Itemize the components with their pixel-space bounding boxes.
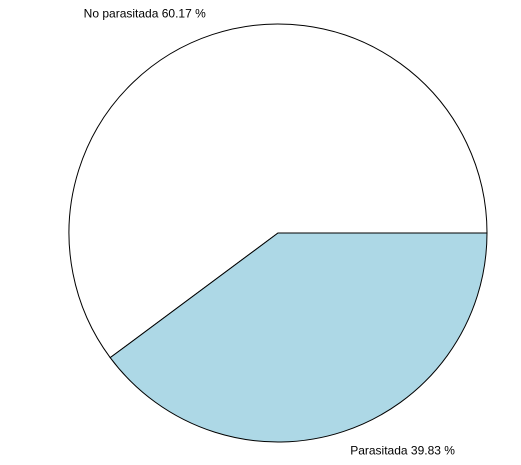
pie-slice <box>68 23 488 359</box>
slice-label: No parasitada 60.17 % <box>84 7 206 21</box>
slice-value-label: 60.17 % <box>162 7 206 21</box>
slice-value-label: 39.83 % <box>411 443 455 457</box>
slice-label: Parasitada 39.83 % <box>350 443 455 457</box>
slice-category: No parasitada <box>84 7 159 21</box>
pie-slice <box>109 232 488 443</box>
slice-category: Parasitada <box>350 443 408 457</box>
